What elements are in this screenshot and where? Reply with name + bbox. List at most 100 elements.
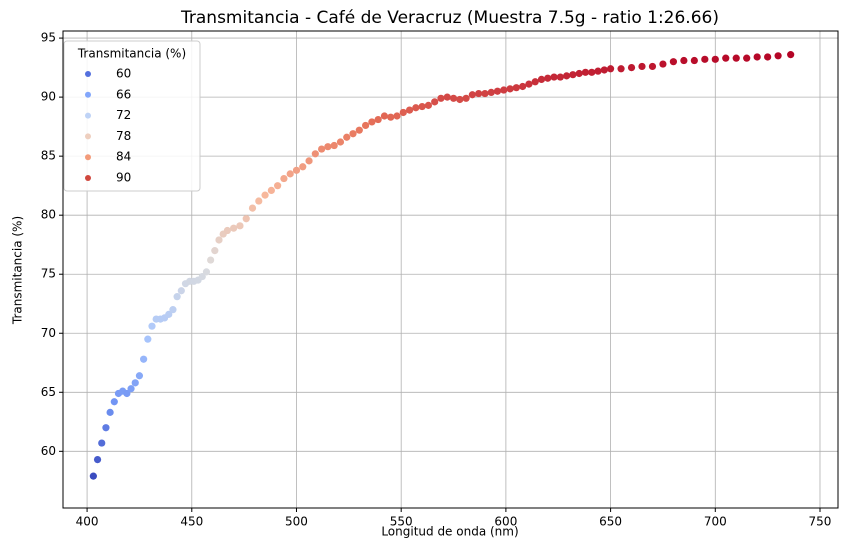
y-tick-label: 85 (41, 149, 56, 163)
point (355, 126, 363, 134)
point (690, 56, 698, 65)
point (462, 94, 470, 102)
point (774, 52, 782, 60)
legend-label: 60 (116, 67, 131, 81)
point (135, 372, 144, 380)
legend-marker (85, 154, 91, 161)
point (318, 145, 326, 153)
legend-title: Transmitancia (%) (77, 47, 186, 61)
point (606, 65, 615, 73)
x-tick-label: 750 (809, 515, 832, 529)
point (405, 106, 414, 114)
point (305, 157, 313, 165)
point (449, 94, 458, 102)
y-tick-label: 70 (41, 326, 56, 340)
point (123, 389, 131, 398)
point (431, 98, 439, 106)
point (202, 268, 211, 276)
point (550, 73, 558, 81)
y-tick-label: 80 (41, 208, 56, 222)
x-axis-label: Longitud de onda (nm) (381, 525, 518, 539)
point (537, 75, 546, 84)
point (198, 272, 206, 281)
point (569, 71, 577, 79)
point (437, 94, 445, 102)
point (110, 398, 118, 406)
point (242, 215, 250, 223)
point (211, 247, 219, 255)
point (274, 182, 282, 190)
point (131, 379, 139, 387)
point (387, 113, 395, 121)
point (336, 138, 345, 146)
point (659, 60, 667, 68)
point (680, 56, 688, 65)
point (286, 170, 294, 178)
point (456, 95, 464, 104)
point (743, 54, 751, 62)
point (207, 256, 215, 264)
point (575, 69, 583, 78)
point (732, 54, 740, 62)
point (475, 89, 483, 98)
point (588, 68, 596, 76)
point (764, 53, 772, 61)
x-tick-label: 650 (599, 515, 622, 529)
point (330, 141, 338, 150)
x-tick-label: 700 (704, 515, 727, 529)
point (638, 62, 646, 71)
point (374, 115, 382, 124)
point (98, 439, 106, 447)
y-tick-label: 75 (41, 267, 56, 281)
point (261, 191, 269, 199)
point (600, 66, 608, 74)
point (418, 102, 426, 111)
point (701, 55, 709, 63)
point (311, 150, 319, 158)
point (399, 108, 407, 117)
legend-label: 72 (116, 108, 131, 122)
legend: Transmitancia (%) 60 66 72 78 84 90 (63, 40, 201, 192)
legend-label: 78 (116, 129, 131, 143)
y-tick-label: 95 (41, 31, 56, 45)
point (236, 222, 244, 230)
point (255, 197, 263, 205)
plot-frame (62, 30, 839, 509)
point (368, 118, 376, 126)
point (627, 64, 636, 72)
point (349, 130, 357, 138)
point (169, 306, 177, 314)
point (594, 67, 602, 75)
point (412, 104, 420, 112)
point (722, 54, 730, 62)
point (230, 224, 238, 232)
point (292, 166, 301, 174)
point (506, 85, 514, 93)
point (223, 226, 231, 235)
y-tick-label: 65 (41, 385, 56, 399)
x-tick-label: 450 (180, 515, 203, 529)
point (617, 65, 625, 73)
point (531, 78, 539, 86)
point (512, 84, 520, 92)
legend-box (63, 40, 201, 192)
point (487, 88, 495, 96)
grid (63, 31, 838, 508)
x-tick-label: 550 (390, 515, 413, 529)
legend-marker (85, 112, 91, 119)
point (93, 455, 102, 464)
x-tick-label: 600 (494, 515, 517, 529)
x-tick-label: 400 (76, 515, 99, 529)
chart-title: Transmitancia - Café de Veracruz (Muestr… (180, 8, 719, 28)
legend-marker (85, 175, 91, 181)
point (280, 174, 288, 183)
point (443, 93, 451, 101)
point (500, 86, 508, 94)
point (177, 287, 185, 295)
point (393, 112, 401, 120)
point (148, 322, 156, 330)
point (380, 112, 389, 120)
y-tick-label: 90 (41, 90, 56, 104)
point (215, 236, 223, 244)
